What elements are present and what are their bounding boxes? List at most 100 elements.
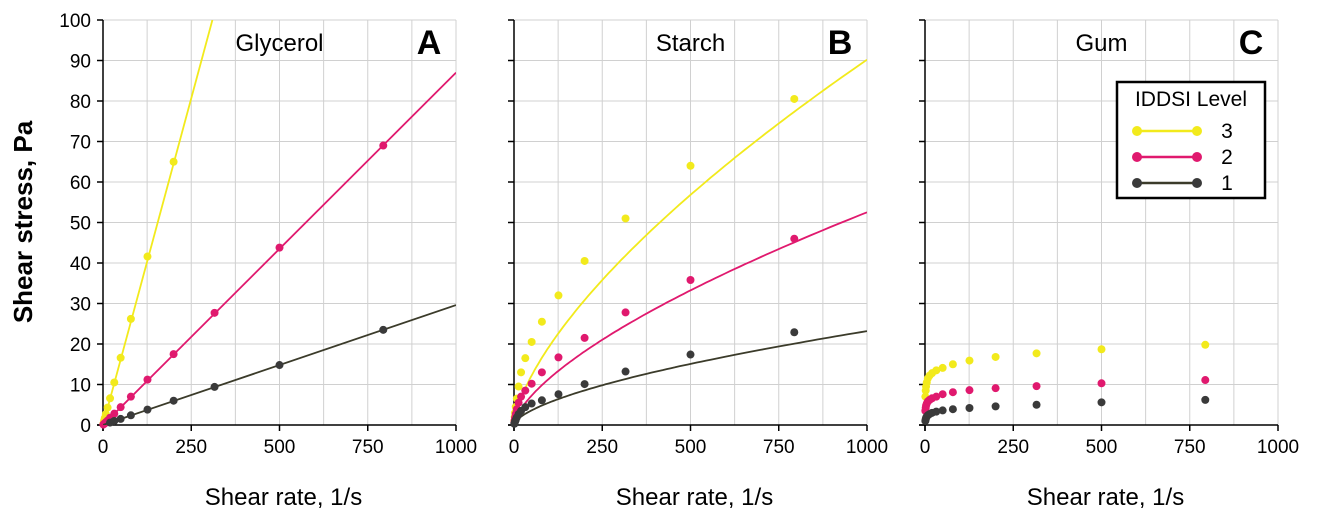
x-tick-label: 750 (352, 437, 384, 458)
legend-marker (1192, 152, 1202, 162)
data-point (210, 382, 219, 391)
data-point (554, 291, 563, 300)
data-point (143, 252, 152, 261)
series-level-3 (921, 340, 1210, 401)
y-tick-label: 100 (59, 11, 91, 32)
x-tick-label: 500 (264, 437, 296, 458)
data-point (379, 325, 388, 334)
data-point (686, 161, 695, 170)
data-point (991, 384, 1000, 393)
data-point (1032, 400, 1041, 409)
data-point (126, 392, 135, 401)
data-point (948, 388, 957, 397)
x-tick-label: 1000 (846, 437, 888, 458)
y-tick-label: 20 (70, 335, 91, 356)
data-point (790, 234, 799, 243)
x-tick-label: 250 (586, 437, 618, 458)
y-tick-label: 80 (70, 92, 91, 113)
data-point (991, 402, 1000, 411)
x-tick-label: 750 (1174, 437, 1206, 458)
data-point (126, 314, 135, 323)
y-tick-label: 30 (70, 295, 91, 316)
y-tick-label: 50 (70, 214, 91, 235)
data-point (790, 94, 799, 103)
data-point (110, 409, 119, 418)
legend-entry-3: 3 (1132, 120, 1233, 143)
legend-marker (1132, 126, 1142, 136)
data-point (1201, 340, 1210, 349)
x-axis-label: Shear rate, 1/s (205, 484, 362, 511)
series-level-3 (99, 20, 214, 428)
y-tick-label: 10 (70, 376, 91, 397)
data-point (686, 276, 695, 285)
series-level-3 (510, 58, 867, 425)
data-point (517, 368, 526, 377)
data-point (126, 411, 135, 420)
data-point (110, 378, 119, 387)
x-tick-label: 0 (98, 437, 109, 458)
y-tick-label: 90 (70, 52, 91, 73)
data-point (1032, 349, 1041, 358)
data-point (116, 353, 125, 362)
data-point (948, 405, 957, 414)
data-point (210, 308, 219, 317)
panel-title: Starch (656, 30, 725, 57)
legend-label: 2 (1221, 146, 1233, 169)
legend-marker (1192, 126, 1202, 136)
legend: IDDSI Level 3 2 1 (1115, 80, 1267, 200)
data-point (537, 396, 546, 405)
series-line (514, 330, 867, 425)
y-tick-label: 60 (70, 173, 91, 194)
data-point (932, 392, 941, 401)
data-point (514, 398, 523, 407)
data-point (932, 407, 941, 416)
data-point (527, 379, 536, 388)
series-level-1 (510, 328, 867, 428)
data-point (527, 337, 536, 346)
data-point (948, 360, 957, 369)
y-axis-label: Shear stress, Pa (8, 120, 38, 323)
x-axis-label: Shear rate, 1/s (1027, 484, 1184, 511)
x-tick-label: 1000 (435, 437, 477, 458)
data-point (110, 416, 119, 425)
data-point (116, 414, 125, 423)
x-tick-label: 500 (675, 437, 707, 458)
data-point (143, 405, 152, 414)
data-point (169, 350, 178, 359)
data-point (991, 352, 1000, 361)
data-point (965, 386, 974, 395)
panel-title: Gum (1075, 30, 1127, 57)
data-point (554, 353, 563, 362)
y-tick-label: 40 (70, 254, 91, 275)
data-point (554, 390, 563, 399)
data-point (686, 350, 695, 359)
series-level-2 (921, 376, 1210, 415)
data-point (1097, 345, 1106, 354)
data-point (1097, 398, 1106, 407)
x-axis-label: Shear rate, 1/s (616, 484, 773, 511)
data-point (621, 308, 630, 317)
x-tick-label: 0 (920, 437, 931, 458)
panel-letter: C (1239, 24, 1264, 62)
legend-entry-2: 2 (1132, 146, 1233, 169)
data-point (116, 403, 125, 412)
series-level-1 (103, 304, 456, 427)
data-point (965, 356, 974, 365)
data-point (580, 256, 589, 265)
data-point (1032, 382, 1041, 391)
data-point (143, 375, 152, 384)
data-point (790, 328, 799, 337)
data-point (965, 403, 974, 412)
legend-title: IDDSI Level (1135, 88, 1247, 111)
data-point (1201, 395, 1210, 404)
data-point (580, 380, 589, 389)
data-point (621, 367, 630, 376)
data-point (514, 382, 523, 391)
panel-letter: B (828, 24, 853, 62)
legend-label: 1 (1221, 172, 1233, 195)
legend-entry-1: 1 (1132, 172, 1233, 195)
panel-b: 0 250 500 750 1000 Shear rate, 1/s Starch B (508, 19, 888, 511)
data-point (275, 361, 284, 370)
